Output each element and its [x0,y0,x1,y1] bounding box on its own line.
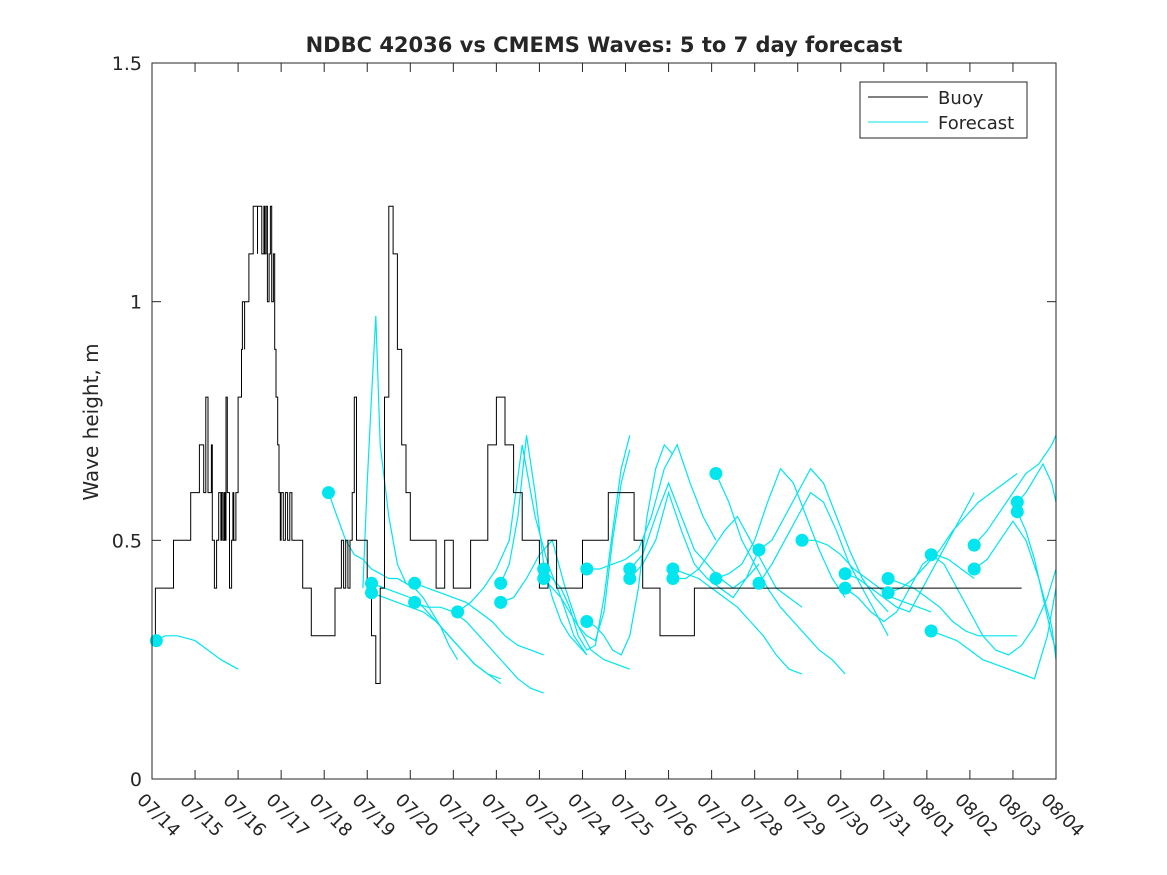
forecast-marker-16 [666,572,680,585]
legend-box [859,81,1028,139]
forecast-run-6 [414,601,544,694]
forecast-run-17 [672,568,803,675]
y-axis-ticks: 0 0.5 1 1.5 [112,53,1056,791]
forecast-run-16 [672,515,803,608]
forecast-marker-29 [967,562,981,576]
forecast-marker-12 [580,615,594,628]
forecast-marker-31 [1010,505,1024,519]
forecast-run-0 [156,635,239,670]
forecast-run-22 [802,539,932,613]
legend-label-forecast: Forecast [938,113,1014,134]
forecast-run-21 [758,491,889,637]
y-axis-label: Wave height, m [79,343,103,500]
forecast-run-4 [371,592,502,684]
forecast-marker-20 [752,576,766,590]
forecast-run-26 [887,473,1018,594]
forecast-run-1 [327,492,415,589]
forecast-marker-30 [1010,495,1024,509]
buoy-line-0 [152,205,1022,684]
forecast-run-19 [715,467,846,598]
forecast-marker-27 [924,624,938,638]
forecast-markers [149,467,1024,648]
forecast-run-12 [586,443,674,656]
y-tick-label-1: 0.5 [112,530,142,552]
forecast-run-15 [629,490,760,599]
forecast-run-28 [930,587,1057,680]
forecast-run-10 [543,449,631,642]
forecast-marker-17 [709,467,723,480]
forecast-marker-22 [838,567,852,581]
buoy-series [152,205,1022,684]
forecast-run-5 [414,582,544,656]
forecast-marker-9 [537,562,551,576]
y-tick-label-3: 1.5 [112,53,142,75]
forecast-marker-2 [365,576,378,590]
forecast-marker-21 [795,533,809,547]
chart-title: NDBC 42036 vs CMEMS Waves: 5 to 7 day fo… [306,33,903,57]
forecast-run-13 [586,443,717,570]
forecast-marker-25 [881,586,895,600]
forecast-marker-14 [623,572,637,585]
forecast-marker-19 [752,543,766,557]
forecast-marker-26 [924,548,938,562]
forecast-run-32 [1016,511,1057,651]
forecast-marker-3 [365,586,378,600]
forecast-marker-18 [709,572,723,585]
forecast-run-23 [844,492,975,613]
forecast-marker-7 [494,576,508,590]
forecast-run-11 [543,435,631,651]
forecast-run-27 [930,554,1057,656]
forecast-marker-24 [881,572,895,585]
forecast-run-14 [629,481,760,589]
forecast-run-7 [457,444,588,656]
forecast-marker-8 [494,595,508,609]
legend: Buoy Forecast [859,81,1028,139]
forecast-marker-1 [322,486,335,500]
forecast-run-30 [973,520,1057,660]
forecast-marker-4 [408,576,422,590]
forecast-marker-23 [838,581,852,595]
forecast-marker-13 [623,562,637,576]
forecast-run-18 [715,473,846,675]
forecast-run-29 [973,435,1057,546]
forecast-marker-5 [408,595,422,609]
forecast-marker-28 [967,538,981,552]
forecast-run-25 [887,577,1018,637]
forecast-marker-0 [149,634,163,648]
forecast-run-31 [1016,462,1057,503]
forecast-marker-6 [451,605,465,619]
y-tick-label-2: 1 [130,292,142,314]
forecast-marker-15 [666,562,680,576]
forecast-marker-11 [580,562,594,576]
legend-label-buoy: Buoy [938,88,984,109]
axes-box [151,62,1057,780]
forecast-marker-10 [537,572,551,585]
y-tick-label-0: 0 [130,769,142,791]
plot-area [149,205,1057,694]
